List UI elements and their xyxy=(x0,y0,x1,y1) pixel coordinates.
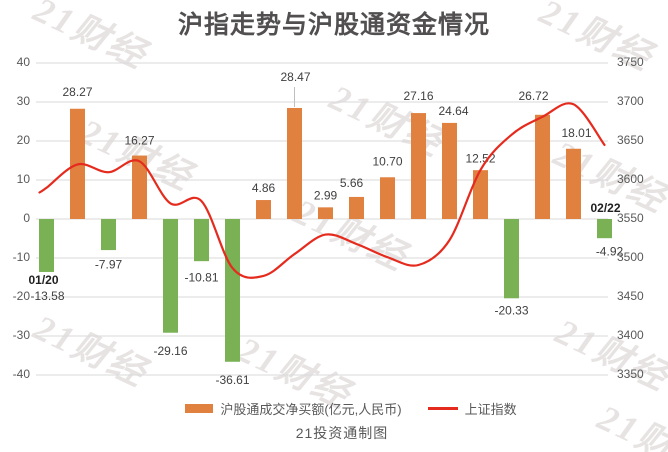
bar xyxy=(132,155,147,219)
chart-title: 沪指走势与沪股通资金情况 xyxy=(177,11,490,39)
axis-tick-right: 3500 xyxy=(617,250,644,264)
bar-value-label: 12.52 xyxy=(465,151,495,165)
bar-value-label: 4.86 xyxy=(252,181,276,195)
axis-tick-right: 3600 xyxy=(617,172,644,186)
bar-value-label: -36.61 xyxy=(215,373,249,387)
axis-tick-right: 3350 xyxy=(617,367,644,381)
bar xyxy=(39,219,54,272)
bar-value-label: 5.66 xyxy=(340,176,364,190)
bar-value-label: 28.27 xyxy=(62,85,92,99)
axis-tick-left: 40 xyxy=(17,55,31,69)
legend-item-line: 上证指数 xyxy=(427,399,517,418)
bar-value-label: -29.16 xyxy=(153,344,187,358)
bar-value-label: -4.92 xyxy=(596,244,624,258)
date-label-first: 01/20 xyxy=(28,273,58,287)
bar-value-label: 27.16 xyxy=(403,89,433,103)
axis-tick-left: -20 xyxy=(13,289,31,303)
axis-tick-left: -40 xyxy=(13,367,31,381)
axis-tick-right: 3400 xyxy=(617,328,644,342)
chart-footer: 21投资通制图 xyxy=(295,425,389,441)
legend-line-label: 上证指数 xyxy=(464,402,517,417)
axis-tick-right: 3450 xyxy=(617,289,644,303)
legend-bar-label: 沪股通成交净买额(亿元,人民币) xyxy=(220,402,402,417)
axis-tick-right: 3550 xyxy=(617,211,644,225)
bar xyxy=(566,148,581,219)
date-label-last: 02/22 xyxy=(590,201,620,215)
bar xyxy=(318,207,333,219)
axis-tick-right: 3700 xyxy=(617,94,644,108)
bar xyxy=(194,219,209,262)
index-line xyxy=(38,102,606,279)
bar-value-label: 2.99 xyxy=(314,189,338,203)
bar-value-label: -7.97 xyxy=(95,257,123,271)
bar xyxy=(380,177,395,219)
axis-tick-left: -10 xyxy=(13,250,31,264)
axis-tick-right: 3750 xyxy=(617,55,644,69)
bar-value-label: 24.64 xyxy=(438,104,468,118)
axis-tick-left: 0 xyxy=(23,211,30,225)
bar xyxy=(597,219,612,239)
bar-value-label: -13.58 xyxy=(30,289,64,303)
bar xyxy=(473,170,488,219)
bar xyxy=(535,114,550,219)
axis-tick-left: -30 xyxy=(13,328,31,342)
bar xyxy=(442,122,457,219)
bar xyxy=(411,113,426,219)
bar-value-label: 28.47 xyxy=(280,70,310,84)
bar-value-label: 26.72 xyxy=(518,89,548,103)
bar-value-label: -20.33 xyxy=(494,303,528,317)
bar xyxy=(225,219,240,362)
axis-tick-left: 10 xyxy=(17,172,31,186)
axis-tick-left: 20 xyxy=(17,133,31,147)
axis-tick-right: 3650 xyxy=(617,133,644,147)
bar-value-label: 16.27 xyxy=(124,134,154,148)
legend-item-bar: 沪股通成交净买额(亿元,人民币) xyxy=(185,399,402,418)
bar-value-label: 18.01 xyxy=(561,126,591,140)
bar xyxy=(504,219,519,299)
bar xyxy=(101,219,116,251)
legend: 沪股通成交净买额(亿元,人民币) 上证指数 xyxy=(0,399,668,418)
line-series-swatch xyxy=(427,407,458,410)
bar xyxy=(256,200,271,219)
bar-series-swatch xyxy=(185,404,214,413)
axis-tick-left: 30 xyxy=(17,94,31,108)
bar xyxy=(349,196,364,219)
bar-value-label: 10.70 xyxy=(372,154,402,168)
bar xyxy=(163,219,178,333)
bar-value-label: -10.81 xyxy=(184,270,218,284)
bar xyxy=(287,107,302,219)
